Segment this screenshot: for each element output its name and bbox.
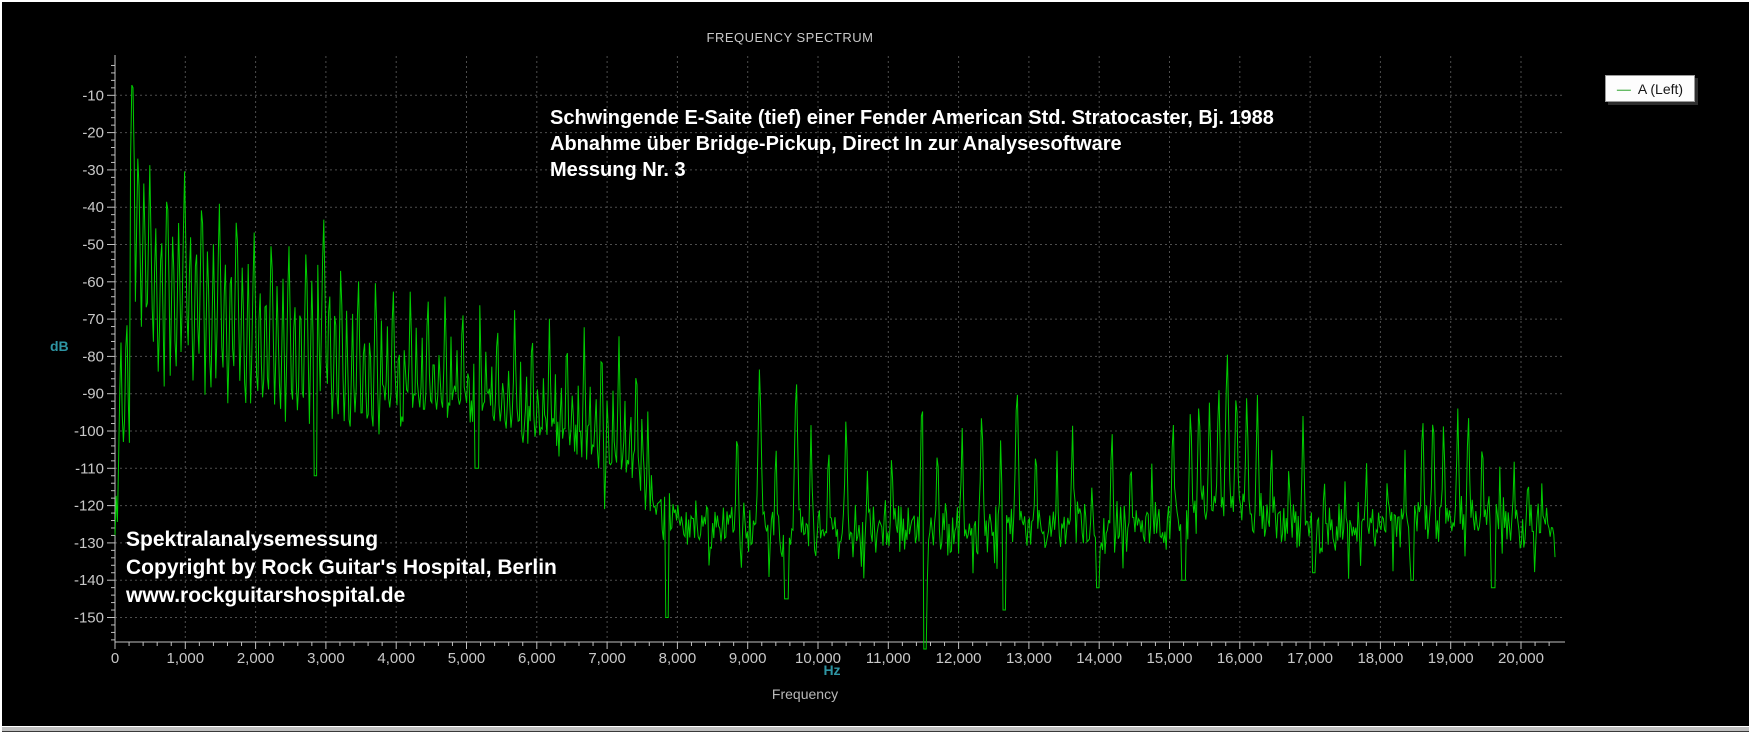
svg-text:-120: -120: [74, 498, 104, 515]
x-axis-unit-label: Hz: [823, 662, 841, 678]
legend: — A (Left): [1605, 75, 1695, 102]
svg-text:19,000: 19,000: [1428, 650, 1474, 667]
svg-text:8,000: 8,000: [659, 650, 697, 667]
svg-text:3,000: 3,000: [307, 650, 345, 667]
annotation-line: Schwingende E-Saite (tief) einer Fender …: [550, 107, 1274, 129]
window-statusbar: [2, 726, 1749, 732]
svg-text:10,000: 10,000: [795, 650, 841, 667]
annotation-block-bottom: Spektralanalysemessung Copyright by Rock…: [126, 526, 557, 610]
annotation-block-top: Schwingende E-Saite (tief) einer Fender …: [550, 105, 1274, 183]
svg-text:0: 0: [111, 650, 119, 667]
svg-text:6,000: 6,000: [518, 650, 556, 667]
svg-text:-80: -80: [82, 348, 104, 365]
svg-text:-20: -20: [82, 125, 104, 142]
svg-text:-100: -100: [74, 423, 104, 440]
annotation-line: Abnahme über Bridge-Pickup, Direct In zu…: [550, 133, 1122, 155]
series-line-icon: —: [1616, 80, 1631, 97]
legend-series-label: A (Left): [1637, 80, 1684, 97]
svg-text:7,000: 7,000: [588, 650, 626, 667]
svg-text:12,000: 12,000: [936, 650, 982, 667]
svg-text:15,000: 15,000: [1147, 650, 1193, 667]
svg-text:-40: -40: [82, 199, 104, 216]
svg-text:14,000: 14,000: [1076, 650, 1122, 667]
svg-text:20,000: 20,000: [1498, 650, 1544, 667]
svg-text:-110: -110: [75, 460, 104, 477]
annotation-line: Messung Nr. 3: [550, 159, 686, 181]
svg-text:16,000: 16,000: [1217, 650, 1263, 667]
svg-text:9,000: 9,000: [729, 650, 767, 667]
annotation-line: www.rockguitarshospital.de: [126, 584, 406, 607]
svg-text:-10: -10: [82, 87, 104, 104]
svg-text:-50: -50: [82, 237, 104, 254]
svg-text:1,000: 1,000: [167, 650, 205, 667]
annotation-line: Copyright by Rock Guitar's Hospital, Ber…: [126, 556, 557, 579]
svg-text:18,000: 18,000: [1357, 650, 1403, 667]
svg-text:-30: -30: [82, 162, 104, 179]
svg-text:4,000: 4,000: [377, 650, 415, 667]
svg-text:5,000: 5,000: [448, 650, 486, 667]
chart-title: FREQUENCY SPECTRUM: [706, 30, 874, 45]
y-axis-unit-label: dB: [50, 338, 69, 354]
svg-text:-130: -130: [74, 535, 104, 552]
svg-text:-140: -140: [74, 572, 104, 589]
svg-text:-60: -60: [82, 274, 104, 291]
annotation-line: Spektralanalysemessung: [126, 528, 379, 551]
svg-text:17,000: 17,000: [1287, 650, 1333, 667]
svg-text:-70: -70: [82, 311, 104, 328]
x-axis-title: Frequency: [771, 686, 839, 702]
svg-text:-150: -150: [74, 610, 104, 627]
svg-text:11,000: 11,000: [866, 650, 911, 667]
svg-text:2,000: 2,000: [237, 650, 275, 667]
svg-text:13,000: 13,000: [1006, 650, 1052, 667]
svg-text:-90: -90: [82, 386, 104, 403]
